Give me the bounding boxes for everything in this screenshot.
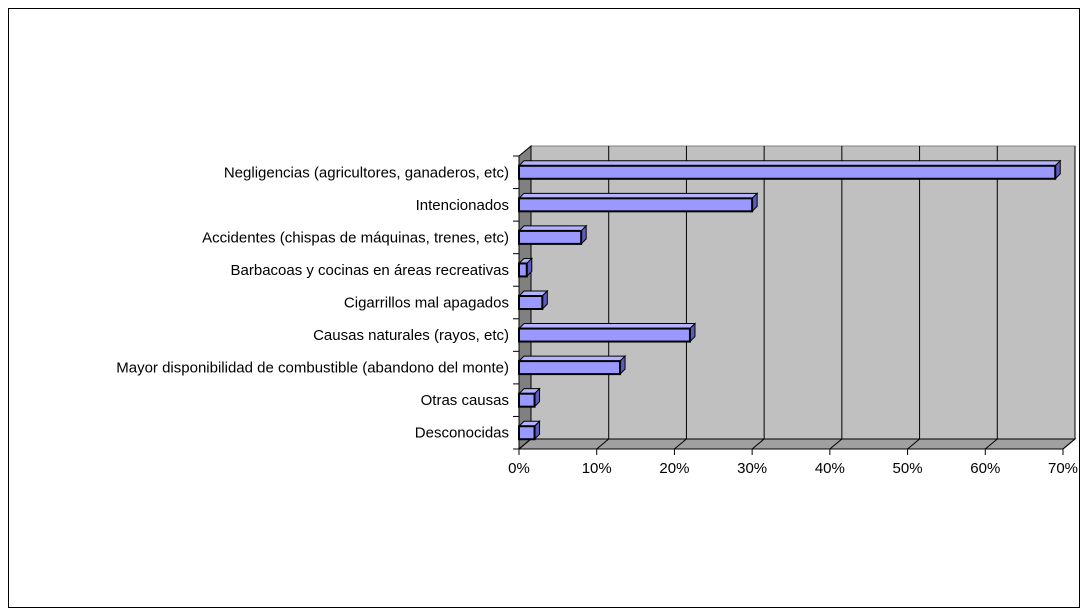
x-tick-label: 10% (582, 460, 612, 477)
floor-gridline (518, 438, 532, 450)
bar (517, 289, 549, 311)
bar (517, 257, 533, 278)
bar-front (518, 164, 1057, 180)
category-label: Mayor disponibilidad de combustible (aba… (116, 360, 509, 377)
category-label: Desconocidas (415, 425, 509, 442)
floor-gridline (907, 438, 920, 450)
category-label: Accidentes (chispas de máquinas, trenes,… (202, 229, 509, 246)
category-label: Causas naturales (rayos, etc) (313, 327, 509, 344)
category-label: Negligencias (agricultores, ganaderos, e… (224, 164, 509, 181)
bars (517, 159, 1062, 441)
floor-gridline (829, 438, 843, 450)
x-tick-label: 50% (893, 460, 923, 477)
category-label: Intencionados (416, 197, 509, 214)
x-tick-label: 60% (970, 460, 1000, 477)
x-tick-label: 20% (659, 460, 689, 477)
x-tick-label: 0% (508, 460, 530, 477)
category-label: Cigarrillos mal apagados (344, 295, 509, 312)
category-label: Otras causas (421, 392, 509, 409)
bar-front (518, 360, 622, 376)
bar-front (518, 295, 544, 310)
bar-front (518, 262, 528, 278)
bar (517, 387, 541, 408)
bar (517, 322, 697, 343)
bar-front (518, 229, 583, 245)
chart-frame: 0% 10% 20% 30% 40% 50% 60% 70% Negligencias (ag… (8, 8, 1080, 608)
axes (513, 155, 1064, 455)
bar (517, 159, 1062, 180)
floor-gridline (751, 438, 765, 450)
x-tick-label: 70% (1048, 460, 1078, 477)
floor-gridline (674, 438, 687, 450)
plot-back-wall (530, 145, 1076, 440)
floor-gridline (1062, 438, 1076, 450)
x-tick-label: 40% (815, 460, 845, 477)
bar (517, 224, 588, 246)
bar-front (518, 197, 754, 213)
bar-front (518, 425, 536, 441)
floor-gridline (984, 438, 998, 450)
bar-chart: 0% 10% 20% 30% 40% 50% 60% 70% Negligencias (ag… (116, 144, 1078, 477)
plot-area (517, 144, 1077, 451)
bar-front (518, 327, 691, 343)
floor-gridline (596, 438, 610, 450)
bar (517, 354, 627, 376)
category-label: Barbacoas y cocinas en áreas recreativas (231, 262, 509, 279)
x-tick-label: 30% (737, 460, 767, 477)
bar-front (518, 392, 536, 408)
category-labels: Negligencias (agricultores, ganaderos, e… (116, 164, 509, 441)
bar (517, 420, 541, 441)
bar (517, 192, 759, 213)
x-tick-labels: 0% 10% 20% 30% 40% 50% 60% 70% (508, 460, 1078, 477)
